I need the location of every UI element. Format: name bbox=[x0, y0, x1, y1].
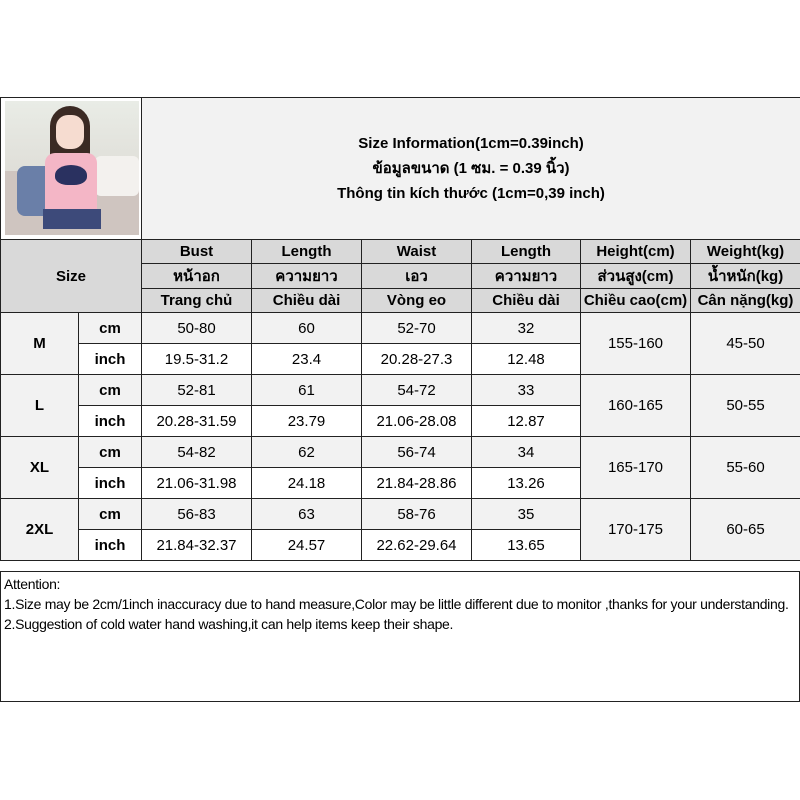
table-row: XL cm 54-82 62 56-74 34 165-170 55-60 bbox=[0, 436, 800, 499]
measurement-cell: 61 bbox=[251, 374, 362, 406]
unit-label: cm bbox=[78, 312, 142, 344]
height-cell: 165-170 bbox=[580, 436, 691, 499]
measurement-cell: 20.28-27.3 bbox=[361, 343, 472, 375]
column-header-en: Waist bbox=[361, 239, 472, 264]
weight-cell: 60-65 bbox=[689, 498, 800, 561]
measurement-cell: 12.87 bbox=[471, 405, 581, 437]
unit-label: inch bbox=[78, 343, 142, 375]
measurement-cell: 13.26 bbox=[471, 467, 581, 499]
column-header-th: ความยาว bbox=[471, 263, 581, 289]
height-cell: 155-160 bbox=[580, 312, 691, 375]
size-label: XL bbox=[0, 436, 79, 499]
size-label: M bbox=[0, 312, 79, 375]
measurement-cell: 35 bbox=[471, 498, 581, 530]
measurement-cell: 24.57 bbox=[251, 529, 362, 561]
height-cell: 170-175 bbox=[580, 498, 691, 561]
measurement-cell: 12.48 bbox=[471, 343, 581, 375]
unit-label: cm bbox=[78, 436, 142, 468]
attention-note: Attention: 1.Size may be 2cm/1inch inacc… bbox=[0, 571, 800, 702]
measurement-cell: 24.18 bbox=[251, 467, 362, 499]
column-header-th: ความยาว bbox=[251, 263, 362, 289]
title-english: Size Information(1cm=0.39inch) bbox=[358, 135, 584, 152]
column-header-vi: Trang chủ bbox=[141, 288, 252, 313]
measurement-cell: 21.84-32.37 bbox=[141, 529, 252, 561]
unit-label: inch bbox=[78, 467, 142, 499]
measurement-cell: 33 bbox=[471, 374, 581, 406]
unit-label: cm bbox=[78, 374, 142, 406]
measurement-cell: 52-70 bbox=[361, 312, 472, 344]
weight-cell: 50-55 bbox=[689, 374, 800, 437]
attention-line-2: 2.Suggestion of cold water hand washing,… bbox=[4, 616, 454, 632]
table-row: inch 21.84-32.37 24.57 22.62-29.64 13.65 bbox=[1, 529, 800, 561]
measurement-cell: 50-80 bbox=[141, 312, 252, 344]
column-header-en: Height(cm) bbox=[580, 239, 691, 264]
measurement-cell: 56-83 bbox=[141, 498, 252, 530]
weight-cell: 45-50 bbox=[689, 312, 800, 375]
measurement-cell: 23.79 bbox=[251, 405, 362, 437]
column-header-vi: Chiều dài bbox=[251, 288, 362, 313]
measurement-cell: 34 bbox=[471, 436, 581, 468]
product-photo bbox=[0, 97, 142, 240]
measurement-cell: 19.5-31.2 bbox=[141, 343, 252, 375]
column-header-en: Bust bbox=[141, 239, 252, 264]
column-header-vi: Chiều dài bbox=[471, 288, 581, 313]
measurement-cell: 21.06-28.08 bbox=[361, 405, 472, 437]
attention-heading: Attention: bbox=[4, 576, 61, 592]
size-info-title: Size Information(1cm=0.39inch) ข้อมูลขนา… bbox=[140, 97, 800, 240]
table-row: inch 21.06-31.98 24.18 21.84-28.86 13.26 bbox=[1, 467, 800, 499]
measurement-cell: 21.06-31.98 bbox=[141, 467, 252, 499]
measurement-cell: 54-72 bbox=[361, 374, 472, 406]
column-header-en: Length bbox=[471, 239, 581, 264]
column-header-vi: Chiều cao(cm) bbox=[580, 288, 691, 313]
measurement-cell: 32 bbox=[471, 312, 581, 344]
column-header-th: ส่วนสูง(cm) bbox=[580, 263, 691, 289]
measurement-cell: 52-81 bbox=[141, 374, 252, 406]
measurement-cell: 63 bbox=[251, 498, 362, 530]
measurement-cell: 22.62-29.64 bbox=[361, 529, 472, 561]
column-header-en: Length bbox=[251, 239, 362, 264]
measurement-cell: 13.65 bbox=[471, 529, 581, 561]
attention-line-1: 1.Size may be 2cm/1inch inaccuracy due t… bbox=[4, 596, 789, 612]
unit-label: inch bbox=[78, 405, 142, 437]
measurement-cell: 20.28-31.59 bbox=[141, 405, 252, 437]
measurement-cell: 58-76 bbox=[361, 498, 472, 530]
unit-label: inch bbox=[78, 529, 142, 561]
column-header-th: หน้าอก bbox=[141, 263, 252, 289]
column-header-vi: Cân nặng(kg) bbox=[689, 288, 800, 313]
measurement-cell: 54-82 bbox=[141, 436, 252, 468]
table-row: 2XL cm 56-83 63 58-76 35 170-175 60-65 bbox=[0, 498, 800, 561]
title-thai: ข้อมูลขนาด (1 ซม. = 0.39 นิ้ว) bbox=[372, 160, 570, 177]
unit-label: cm bbox=[78, 498, 142, 530]
table-row: inch 19.5-31.2 23.4 20.28-27.3 12.48 bbox=[1, 343, 800, 375]
height-cell: 160-165 bbox=[580, 374, 691, 437]
measurement-cell: 56-74 bbox=[361, 436, 472, 468]
size-chart-table: Size Information(1cm=0.39inch) ข้อมูลขนา… bbox=[0, 97, 800, 561]
column-header-vi: Vòng eo bbox=[361, 288, 472, 313]
title-vietnamese: Thông tin kích thước (1cm=0,39 inch) bbox=[337, 185, 605, 202]
size-label: L bbox=[0, 374, 79, 437]
weight-cell: 55-60 bbox=[689, 436, 800, 499]
column-header-th: น้ำหนัก(kg) bbox=[689, 263, 800, 289]
table-row: inch 20.28-31.59 23.79 21.06-28.08 12.87 bbox=[1, 405, 800, 437]
size-header: Size bbox=[0, 239, 142, 313]
column-header-th: เอว bbox=[361, 263, 472, 289]
column-header-en: Weight(kg) bbox=[689, 239, 800, 264]
measurement-cell: 23.4 bbox=[251, 343, 362, 375]
size-label: 2XL bbox=[0, 498, 79, 561]
measurement-cell: 62 bbox=[251, 436, 362, 468]
measurement-cell: 60 bbox=[251, 312, 362, 344]
measurement-cell: 21.84-28.86 bbox=[361, 467, 472, 499]
